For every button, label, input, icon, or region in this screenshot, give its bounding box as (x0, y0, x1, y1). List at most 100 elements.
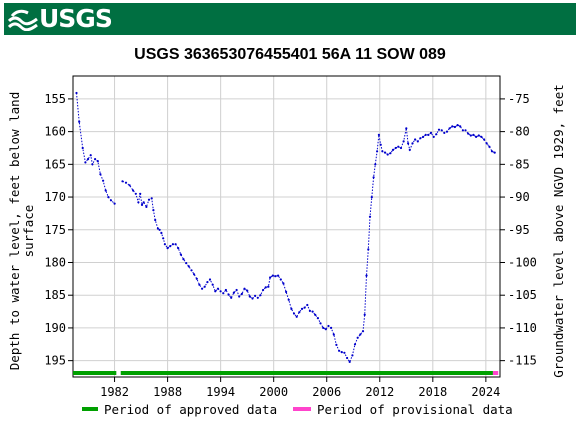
data-point (405, 127, 408, 130)
data-point (238, 295, 241, 298)
data-point (453, 125, 456, 129)
data-point (227, 293, 230, 296)
data-point (113, 202, 116, 205)
usgs-banner: USGS (0, 0, 580, 37)
y-tick-label-left: 160 (44, 125, 66, 139)
y-tick-label-right: -75 (508, 92, 530, 106)
data-point (370, 196, 373, 199)
data-point (363, 313, 366, 316)
data-point (185, 262, 188, 265)
data-point (429, 131, 433, 134)
data-point (316, 317, 319, 320)
x-tick-label: 2000 (259, 385, 288, 399)
data-point (198, 283, 201, 286)
data-point (485, 142, 488, 145)
data-point (78, 120, 81, 123)
data-point (177, 247, 180, 250)
data-point (427, 133, 430, 136)
data-point (179, 253, 182, 256)
data-point (84, 161, 87, 164)
data-point (376, 150, 379, 153)
data-point (332, 333, 335, 336)
data-point (102, 179, 105, 182)
data-point (389, 152, 392, 155)
data-point (187, 265, 190, 268)
data-point (154, 218, 157, 222)
data-point (346, 356, 349, 360)
data-point (432, 135, 435, 138)
data-point (134, 192, 137, 195)
x-tick-label: 2006 (312, 385, 341, 399)
data-point (367, 248, 370, 251)
data-point (351, 354, 354, 357)
data-point (248, 295, 251, 298)
data-point (298, 311, 301, 314)
y-axis-label-left-line1: Depth to water level, feet below land (7, 92, 22, 370)
data-point (338, 349, 341, 352)
data-point (443, 131, 446, 134)
data-point (254, 294, 257, 297)
data-point (435, 133, 438, 136)
y-tick-label-left: 170 (44, 190, 66, 204)
data-point (416, 140, 419, 143)
data-point (451, 125, 454, 128)
data-point (319, 322, 322, 325)
data-point (156, 227, 159, 230)
data-point (411, 142, 414, 145)
data-point (384, 151, 387, 154)
data-point (391, 148, 395, 151)
legend-approved-label: Period of approved data (104, 402, 277, 417)
data-point (440, 129, 443, 132)
data-point (203, 285, 206, 288)
data-point (190, 269, 193, 272)
data-point (169, 245, 172, 248)
data-point (150, 197, 153, 200)
y-tick-label-right: -110 (508, 321, 537, 335)
data-point (230, 296, 233, 299)
data-point (158, 228, 161, 231)
x-tick-label: 1988 (153, 385, 182, 399)
data-point (488, 145, 491, 148)
data-point (459, 125, 462, 128)
data-point (374, 163, 377, 166)
data-point (292, 312, 296, 315)
x-tick-label: 2018 (418, 385, 447, 399)
data-point (224, 288, 227, 292)
data-point (461, 129, 464, 132)
data-point (365, 274, 368, 277)
data-point (306, 303, 309, 307)
data-point (152, 209, 155, 212)
data-point (445, 130, 449, 133)
data-point (464, 129, 467, 132)
data-point (372, 176, 375, 179)
y-tick-label-right: -95 (508, 223, 530, 237)
x-tick-label: 2012 (365, 385, 394, 399)
data-point (361, 330, 365, 333)
data-point (246, 289, 249, 292)
data-point (308, 309, 311, 312)
left-axis: 155 160 165 170 175 180 185 190 195 (44, 92, 73, 368)
y-tick-label-right: -105 (508, 288, 537, 302)
data-point (89, 154, 92, 157)
data-point (271, 274, 274, 277)
data-point (222, 292, 225, 295)
data-point (311, 310, 314, 313)
data-point (243, 287, 246, 290)
data-point (285, 290, 288, 293)
data-point (356, 336, 359, 339)
data-point (407, 142, 410, 145)
data-point (267, 285, 270, 288)
data-point (469, 134, 472, 137)
y-tick-label-right: -90 (508, 190, 530, 204)
data-point (290, 307, 293, 310)
data-point (467, 132, 470, 135)
data-point (107, 196, 110, 199)
data-point (340, 351, 343, 354)
legend-provisional-label: Period of provisional data (317, 402, 513, 417)
data-point (124, 181, 128, 184)
data-point (262, 288, 265, 292)
data-point (256, 296, 259, 299)
legend: Period of approved data Period of provis… (82, 402, 513, 417)
data-point (287, 298, 290, 301)
series-line (122, 124, 495, 363)
